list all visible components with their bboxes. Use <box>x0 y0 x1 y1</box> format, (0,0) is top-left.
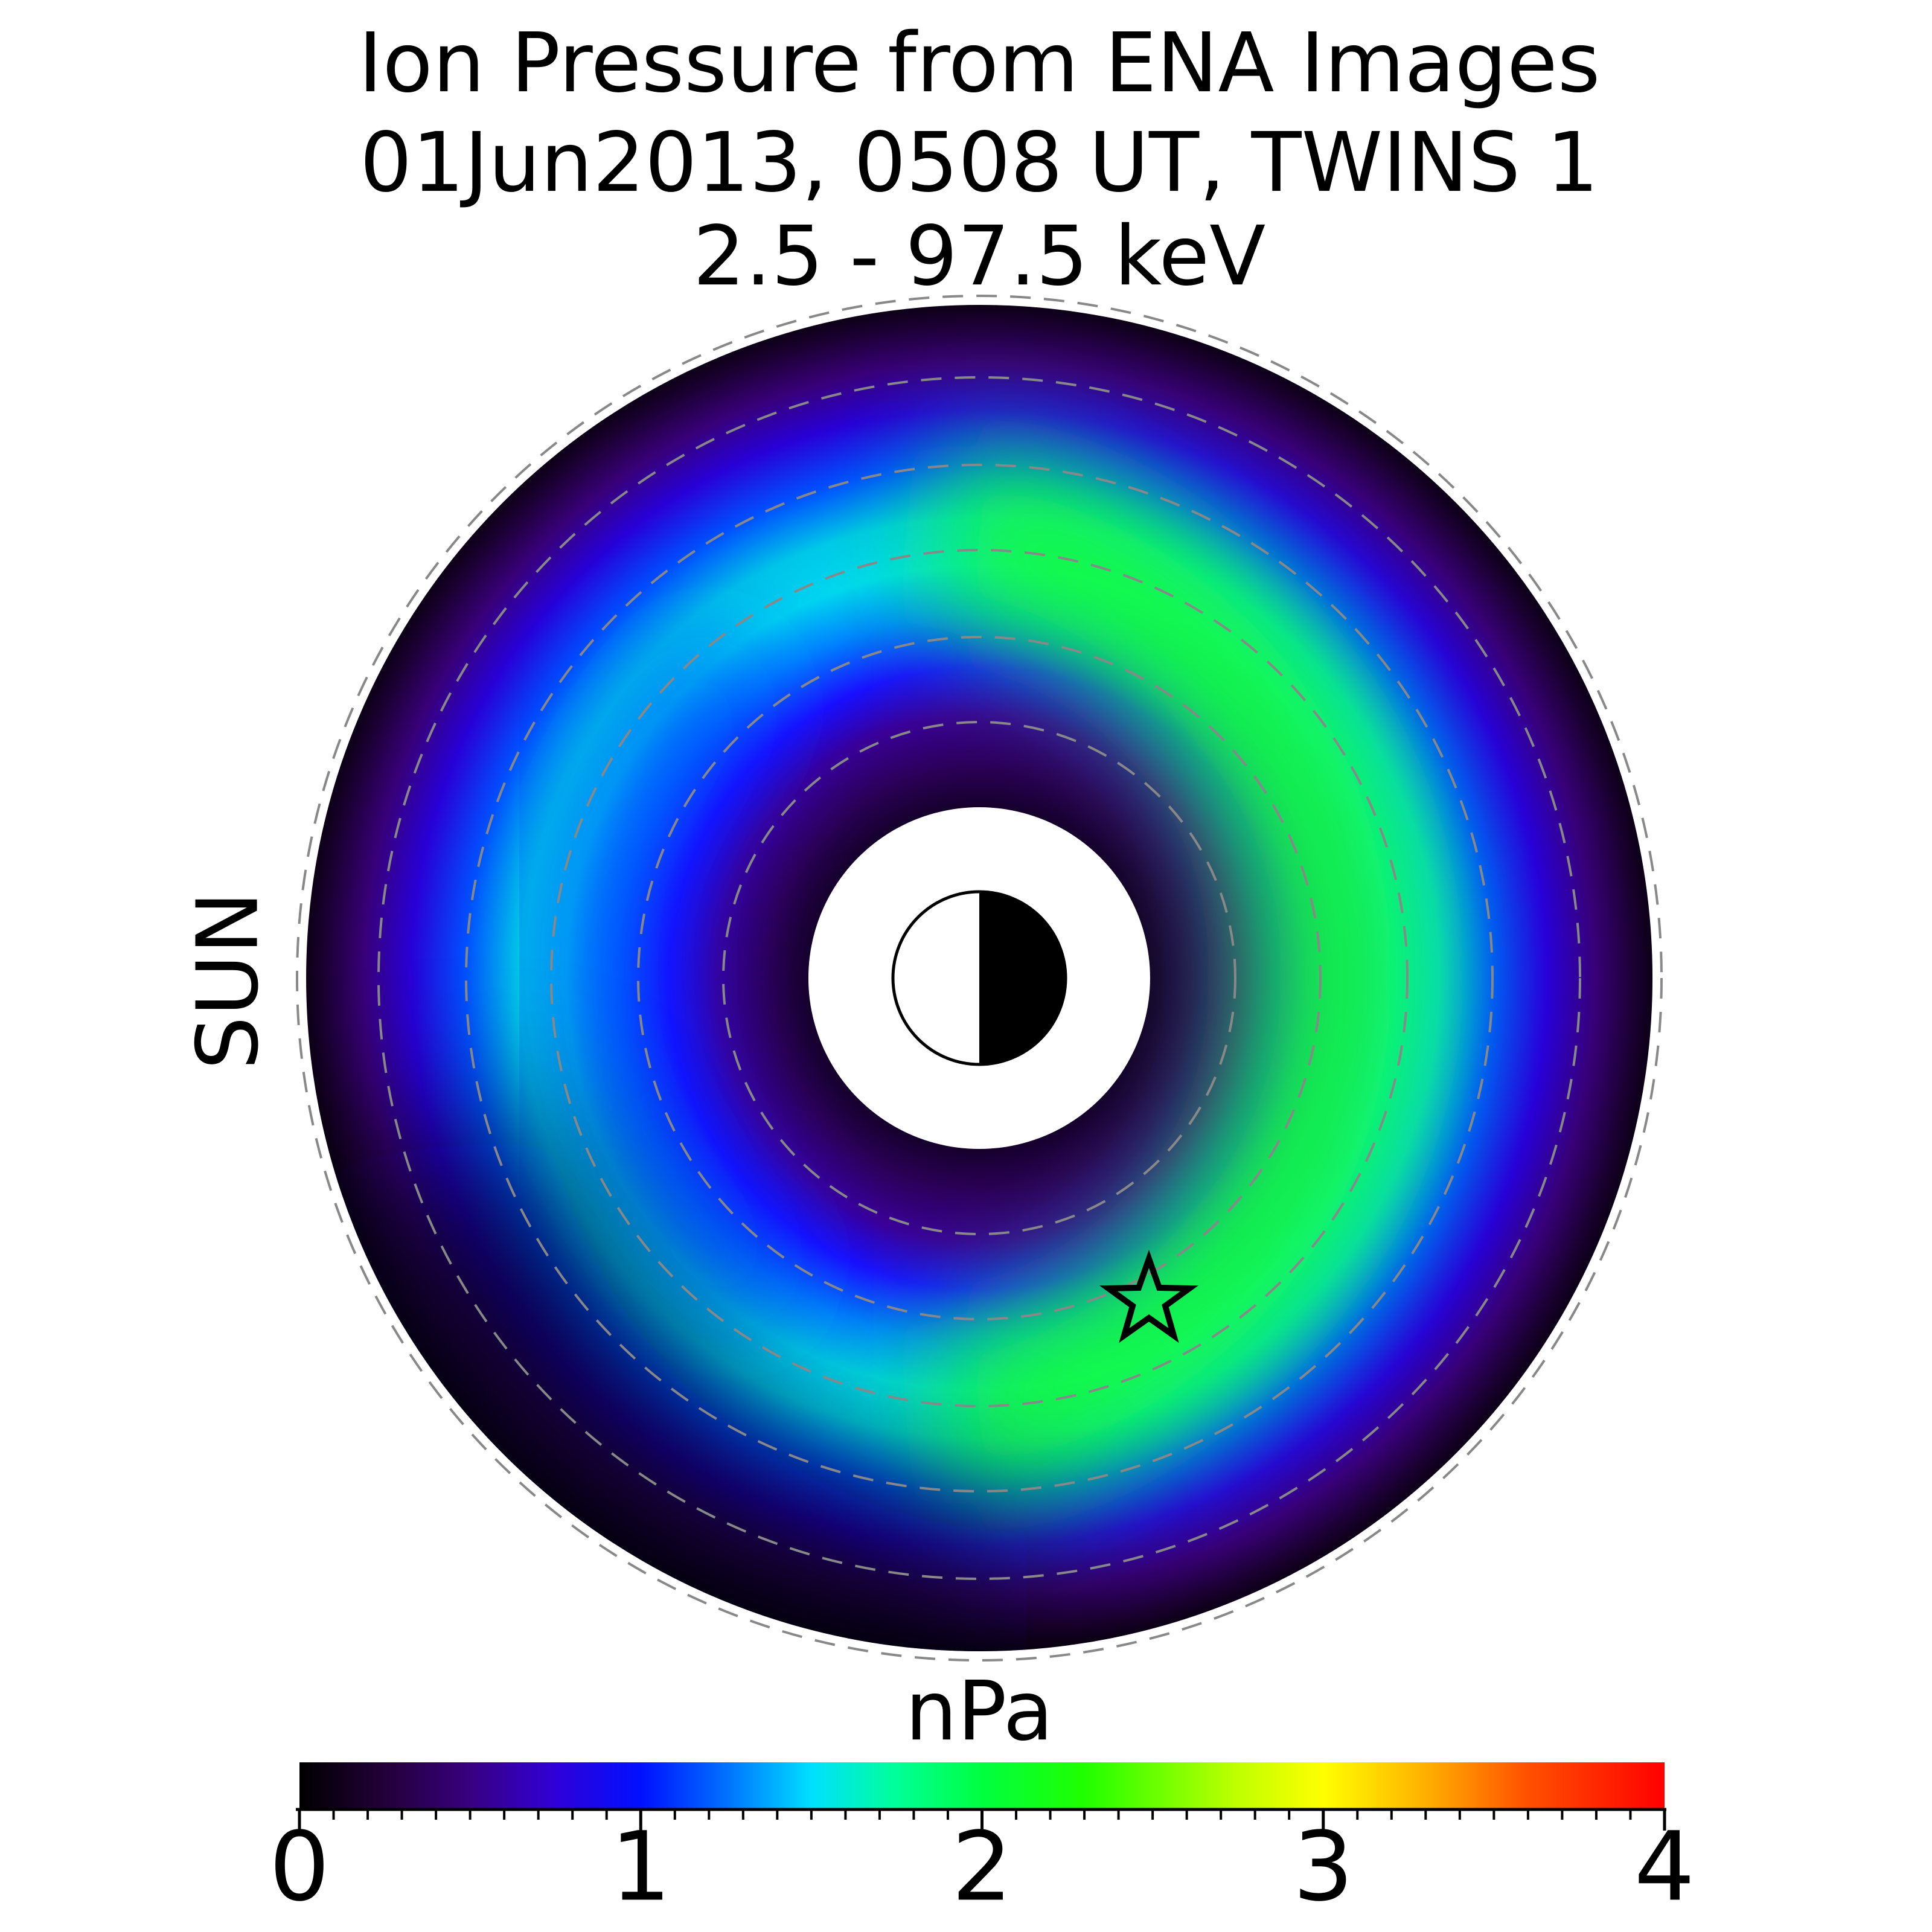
title-line: 01Jun2013, 0508 UT, TWINS 1 <box>360 115 1599 211</box>
colorbar-tick-label: 2 <box>952 1811 1012 1922</box>
l-shell <box>637 636 1322 1320</box>
l-shell <box>296 295 1663 1662</box>
title-line: Ion Pressure from ENA Images <box>358 16 1600 111</box>
image-feature <box>306 1122 1031 1651</box>
colorbar-ticks: 0 1 2 3 4 <box>269 1808 1695 1922</box>
image-feature <box>931 441 1428 1509</box>
pressure-image <box>306 305 1653 1651</box>
image-feature <box>542 612 822 1354</box>
l-shell <box>722 721 1236 1235</box>
spacecraft-star <box>1099 1250 1199 1343</box>
colorbar-tick-label: 3 <box>1293 1811 1354 1922</box>
l-shell <box>377 376 1581 1580</box>
sun-label: SUN <box>179 891 278 1070</box>
colorbar-tick-label: 1 <box>610 1811 671 1922</box>
l-shell <box>550 549 1409 1407</box>
earth <box>891 890 1067 1066</box>
colorbar-tick-label: 4 <box>1634 1811 1695 1922</box>
l-shell-circles <box>296 295 1663 1662</box>
l-shell <box>465 464 1494 1492</box>
title-line: 2.5 - 97.5 keV <box>693 209 1265 304</box>
earth-outline <box>891 890 1067 1066</box>
colorbar-tick-label: 0 <box>269 1811 330 1922</box>
earth-night <box>979 892 1066 1064</box>
colorbar <box>299 1762 1665 1808</box>
colorbar-label: nPa <box>905 1664 1053 1759</box>
